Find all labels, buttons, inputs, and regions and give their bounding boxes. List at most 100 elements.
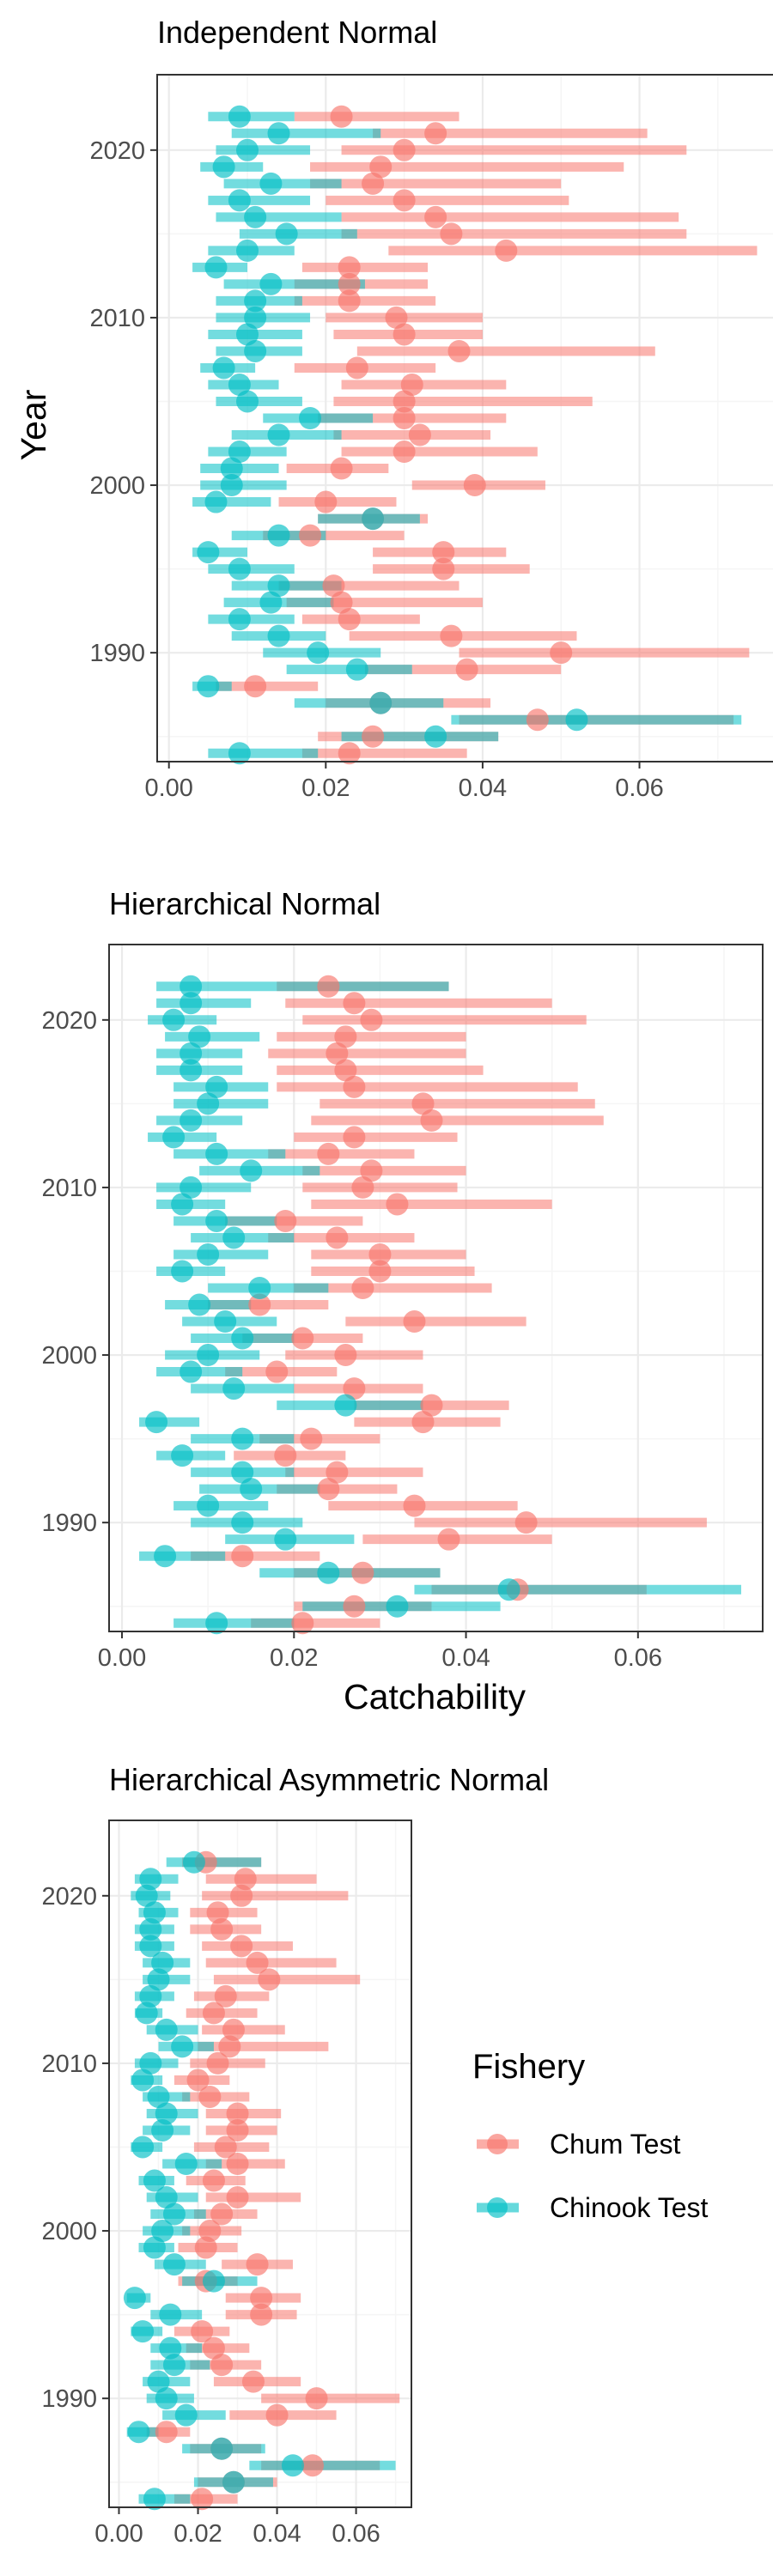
panel-3-chum-point-2019 <box>206 1901 229 1924</box>
panel-3-chinook-point-2021 <box>139 1868 162 1891</box>
panel-2-title: Hierarchical Normal <box>109 886 380 921</box>
panel-3-y-tick-label: 2010 <box>41 2050 97 2078</box>
legend-title: Fishery <box>472 2048 585 2086</box>
panel-3-chinook-point-1984 <box>143 2488 166 2511</box>
panel-2-chum-point-1999 <box>265 1360 289 1383</box>
panel-2-chinook-point-2014 <box>180 1109 203 1132</box>
legend-key-chum <box>477 2134 519 2154</box>
panel-3-chum-point-1993 <box>202 2336 225 2360</box>
panel-1-chinook-point-2004 <box>299 407 322 429</box>
panel-1-chum-point-1993 <box>330 591 353 614</box>
panel-2-chinook-point-2020 <box>162 1008 186 1031</box>
panel-2-chinook-point-2021 <box>180 992 203 1015</box>
panel-3-chinook-point-2019 <box>143 1901 166 1924</box>
panel-1-chinook-point-1984 <box>228 742 251 765</box>
panel-3-chinook-point-2007 <box>155 2102 178 2125</box>
panel-1-chinook-point-1991 <box>267 624 290 647</box>
panel-3-chinook-point-2003 <box>143 2169 166 2192</box>
panel-1-chinook-point-2001 <box>220 457 243 480</box>
panel-3-x-tick-label: 0.06 <box>332 2520 380 2548</box>
panel-2-chum-point-1984 <box>291 1612 314 1635</box>
panel-2-chinook-point-1992 <box>240 1478 263 1501</box>
panel-1-chum-point-2002 <box>393 440 416 464</box>
panel-1-chinook-point-2000 <box>220 474 243 497</box>
panel-2-chinook-point-1997 <box>334 1394 357 1417</box>
panel-2-chinook-point-2018 <box>180 1042 203 1065</box>
panel-3-chinook-point-2009 <box>131 2069 155 2092</box>
panel-2-chum-point-2015 <box>411 1092 435 1115</box>
panel-2-chum-point-2017 <box>334 1059 357 1082</box>
panel-2-chum-point-1995 <box>300 1427 323 1450</box>
panel-3-chum-point-2009 <box>186 2069 210 2092</box>
panel-3-chum-point-1996 <box>250 2287 273 2310</box>
panel-3-chinook-point-2016 <box>151 1951 174 1974</box>
panel-1-chinook-point-2003 <box>267 423 290 447</box>
legend-label-chum: Chum Test <box>550 2129 680 2160</box>
panel-1-chinook-point-1996 <box>197 541 220 564</box>
panel-3-chinook-point-1994 <box>131 2320 155 2343</box>
panel-1-chinook-point-2014 <box>236 239 259 262</box>
panel-2-chinook-point-2011 <box>240 1159 263 1182</box>
panel-2-chinook-point-1988 <box>154 1545 177 1568</box>
panel-1-chum-point-1996 <box>432 541 455 564</box>
panel-2-chum-point-1985 <box>343 1595 366 1618</box>
panel-1-chum-point-2009 <box>393 323 416 346</box>
panel-2-chum-point-1990 <box>514 1511 538 1534</box>
panel-1-chinook-point-2006 <box>228 373 251 396</box>
panel-3-chinook-point-2012 <box>155 2018 178 2041</box>
panel-2-chinook-point-1986 <box>497 1578 520 1601</box>
panel-3-chinook-point-1988 <box>127 2421 150 2444</box>
panel-3-x-tick-label: 0.04 <box>253 2520 301 2548</box>
panel-3-points-chinook <box>123 1850 304 2511</box>
panel-2-chum-point-2019 <box>334 1025 357 1048</box>
panel-3-chum-point-2000 <box>198 2220 222 2243</box>
panel-2-chum-point-1991 <box>403 1494 426 1517</box>
panel-1-chinook-point-1989 <box>345 658 368 681</box>
panel-2-chum-point-2004 <box>351 1277 374 1299</box>
panel-1-chinook-point-2022 <box>228 105 251 128</box>
panel-2-chinook-point-2016 <box>205 1075 228 1098</box>
panel-1-chinook-point-2016 <box>244 205 267 228</box>
panel-2-chum-point-2012 <box>317 1142 340 1165</box>
panel-1-x-tick-label: 0.06 <box>615 775 663 802</box>
panel-3-chinook-point-2018 <box>139 1917 162 1941</box>
panel-2-chum-point-2018 <box>326 1042 349 1065</box>
panel-2-chinook-point-2015 <box>197 1092 220 1115</box>
panel-2-chum-point-1998 <box>343 1377 366 1400</box>
panel-2-chum-point-2010 <box>351 1176 374 1199</box>
panel-3-chum-point-1995 <box>250 2303 273 2326</box>
panel-2-chum-point-2022 <box>317 975 340 998</box>
legend-label-chinook: Chinook Test <box>550 2192 709 2223</box>
panel-3-chum-point-2013 <box>202 2002 225 2025</box>
panel-2-chinook-point-2022 <box>180 975 203 998</box>
panel-3-chinook-point-2017 <box>139 1935 162 1958</box>
panel-1-chum-point-2006 <box>400 373 423 396</box>
panel-1-chinook-point-2005 <box>236 390 259 413</box>
panel-3-chinook-point-2000 <box>151 2220 174 2243</box>
panel-2-chum-point-2005 <box>368 1260 392 1283</box>
panel-1-chum-point-2010 <box>385 306 408 329</box>
panel-2-chinook-point-1985 <box>386 1595 409 1618</box>
panel-3-chum-point-2016 <box>246 1951 269 1974</box>
panel-3-chum-point-2010 <box>206 2051 229 2075</box>
panel-1-y-tick-label: 1990 <box>89 640 145 667</box>
panel-2-chum-point-2021 <box>343 992 366 1015</box>
panel-2-chinook-point-1991 <box>197 1494 220 1517</box>
panel-1-chum-point-2001 <box>330 457 353 480</box>
panel-3-chum-point-2014 <box>214 1984 237 2008</box>
legend-key-chinook-point <box>487 2197 508 2218</box>
panel-2-chum-point-1988 <box>231 1545 254 1568</box>
panel-3-x-tick-label: 0.00 <box>94 2520 143 2548</box>
panel-1-y-tick-label: 2000 <box>89 472 145 500</box>
panel-1-chum-point-2004 <box>393 407 416 429</box>
panel-3-chinook-point-1997 <box>202 2269 225 2293</box>
panel-1-chinook-point-2008 <box>244 339 267 362</box>
panel-2-chinook-point-1987 <box>317 1561 340 1584</box>
panel-2-chum-point-2014 <box>420 1109 443 1132</box>
panel-1-chinook-point-2012 <box>259 272 283 295</box>
panel-3-chum-point-2003 <box>202 2169 225 2192</box>
panel-1-chum-point-2003 <box>408 423 431 447</box>
panel-2-chinook-point-1995 <box>231 1427 254 1450</box>
panel-2-chum-point-2016 <box>343 1075 366 1098</box>
